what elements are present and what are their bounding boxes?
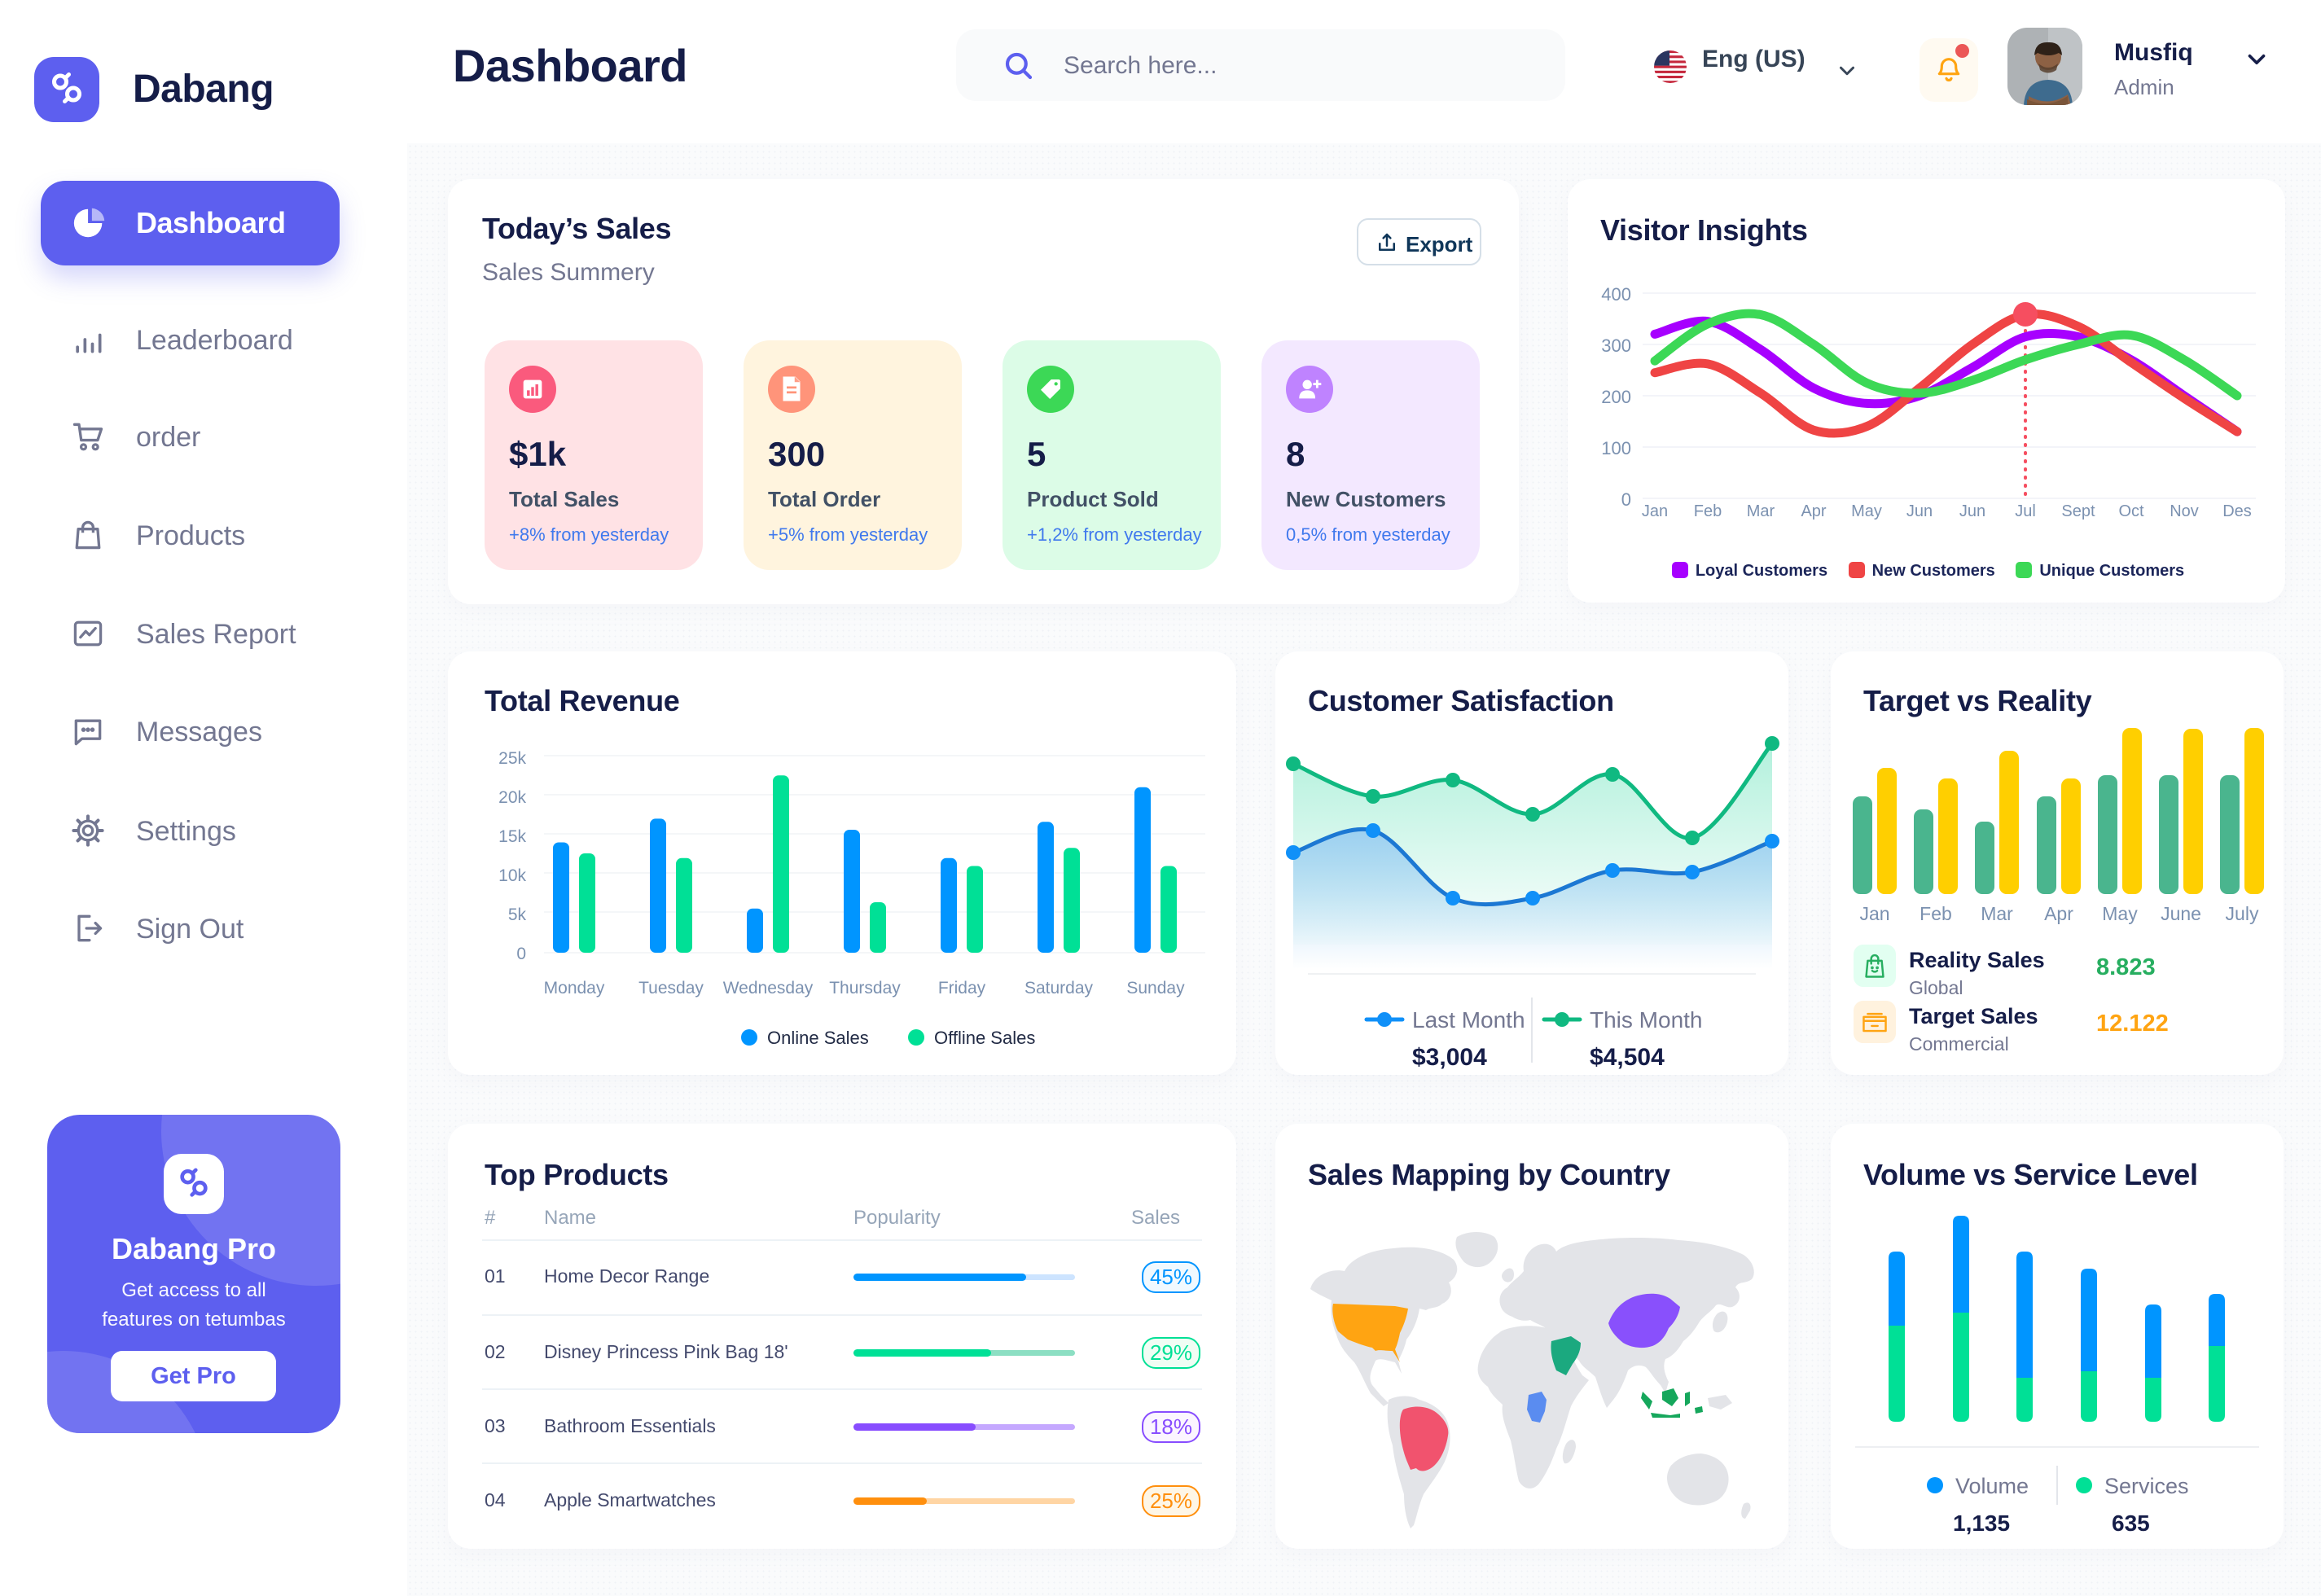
svg-text:Offline Sales: Offline Sales [934,1028,1035,1048]
svg-text:Sunday: Sunday [1126,979,1185,998]
svg-text:0: 0 [1621,489,1631,510]
svg-text:Mar: Mar [1747,502,1775,520]
svg-text:Saturday: Saturday [1024,979,1094,998]
svg-text:Jun: Jun [1906,502,1933,520]
svg-text:200: 200 [1601,387,1631,407]
svg-text:Friday: Friday [938,979,986,998]
svg-text:Feb: Feb [1920,903,1952,924]
svg-text:Jun: Jun [1959,502,1985,520]
svg-text:Apr: Apr [1801,502,1826,520]
svg-text:Jul: Jul [2015,502,2036,520]
svg-text:Des: Des [2222,502,2252,520]
svg-text:$3,004: $3,004 [1412,1044,1487,1071]
svg-text:20k: 20k [498,788,526,807]
svg-text:Oct: Oct [2118,502,2144,520]
svg-text:May: May [2102,903,2138,924]
svg-text:0: 0 [516,945,526,963]
svg-text:This Month: This Month [1590,1007,1703,1033]
svg-text:Wednesday: Wednesday [723,979,814,998]
svg-text:15k: 15k [498,827,526,846]
svg-text:Apr: Apr [2044,903,2073,924]
svg-text:Monday: Monday [544,979,605,998]
svg-text:Thursday: Thursday [829,979,901,998]
svg-text:Services: Services [2104,1474,2189,1498]
svg-text:400: 400 [1601,284,1631,305]
svg-text:Feb: Feb [1694,502,1722,520]
svg-text:100: 100 [1601,438,1631,458]
svg-text:300: 300 [1601,335,1631,356]
svg-text:Last Month: Last Month [1412,1007,1525,1033]
svg-text:1,135: 1,135 [1953,1510,2010,1536]
svg-text:Volume: Volume [1955,1474,2029,1498]
svg-text:5k: 5k [508,905,527,924]
svg-text:June: June [2161,903,2201,924]
svg-text:$4,504: $4,504 [1590,1044,1665,1071]
svg-text:10k: 10k [498,866,526,885]
svg-text:Online Sales: Online Sales [767,1028,869,1048]
svg-text:Tuesday: Tuesday [638,979,704,998]
svg-text:Mar: Mar [1981,903,2013,924]
svg-text:Jan: Jan [1859,903,1889,924]
svg-text:July: July [2226,903,2259,924]
svg-text:Jan: Jan [1642,502,1668,520]
svg-text:25k: 25k [498,749,526,768]
svg-text:May: May [1851,502,1882,520]
svg-text:635: 635 [2112,1510,2150,1536]
svg-text:Sept: Sept [2061,502,2095,520]
svg-text:Nov: Nov [2170,502,2199,520]
